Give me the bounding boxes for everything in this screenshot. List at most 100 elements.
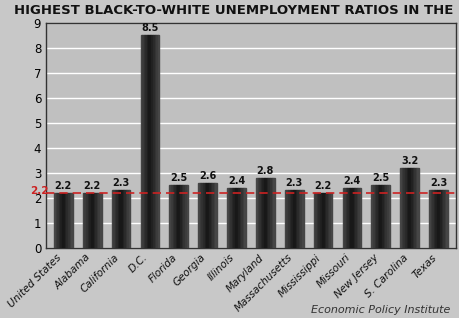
Text: 2.8: 2.8	[256, 166, 274, 176]
Bar	[265, 177, 266, 247]
Bar	[94, 192, 95, 247]
Bar	[407, 168, 409, 247]
Bar	[209, 183, 210, 247]
Bar	[215, 183, 217, 247]
Bar	[63, 192, 65, 247]
Bar	[266, 177, 268, 247]
Bar	[358, 188, 359, 247]
Bar	[236, 188, 238, 247]
Bar	[60, 192, 62, 247]
Bar	[329, 192, 330, 247]
Bar	[442, 190, 444, 247]
Bar	[97, 192, 98, 247]
Bar	[198, 183, 199, 247]
Bar	[356, 188, 358, 247]
Bar	[100, 192, 101, 247]
Bar	[84, 192, 86, 247]
Bar	[83, 192, 84, 247]
Bar	[431, 190, 433, 247]
Bar	[127, 190, 129, 247]
Bar	[313, 192, 314, 247]
Bar	[69, 192, 71, 247]
Bar	[146, 35, 148, 247]
Bar	[186, 185, 188, 247]
Bar	[262, 177, 263, 247]
Bar	[437, 190, 439, 247]
Bar	[140, 35, 142, 247]
Bar	[372, 185, 374, 247]
Bar	[404, 168, 406, 247]
Bar	[54, 192, 56, 247]
Bar	[244, 188, 246, 247]
Bar	[403, 168, 404, 247]
Bar	[150, 35, 151, 247]
Bar	[202, 183, 204, 247]
Bar	[359, 188, 360, 247]
Bar	[297, 190, 298, 247]
Bar	[439, 190, 441, 247]
Bar	[298, 190, 300, 247]
Bar	[257, 177, 258, 247]
Bar	[258, 177, 260, 247]
Bar	[295, 190, 297, 247]
Bar	[153, 35, 154, 247]
Bar	[169, 185, 171, 247]
Bar	[112, 190, 113, 247]
Bar	[123, 190, 124, 247]
Bar	[151, 35, 153, 247]
Bar	[95, 192, 97, 247]
Bar	[235, 188, 236, 247]
Bar	[273, 177, 274, 247]
Bar	[89, 192, 90, 247]
Bar	[294, 190, 295, 247]
Text: 3.2: 3.2	[400, 156, 417, 166]
Bar	[183, 185, 185, 247]
Text: 2.4: 2.4	[227, 176, 245, 185]
Bar	[354, 188, 356, 247]
Bar	[428, 190, 430, 247]
Bar	[143, 35, 145, 247]
Bar	[287, 190, 289, 247]
Text: 2.2: 2.2	[55, 181, 72, 190]
Text: Economic Policy Institute: Economic Policy Institute	[311, 305, 450, 315]
Bar	[255, 177, 257, 247]
Bar	[180, 185, 181, 247]
Bar	[260, 177, 262, 247]
Bar	[284, 190, 286, 247]
Bar	[370, 185, 372, 247]
Bar	[377, 185, 378, 247]
Bar	[71, 192, 73, 247]
Bar	[386, 185, 388, 247]
Bar	[318, 192, 319, 247]
Bar	[325, 192, 327, 247]
Bar	[441, 190, 442, 247]
Bar	[291, 190, 292, 247]
Bar	[86, 192, 87, 247]
Bar	[388, 185, 389, 247]
Bar	[417, 168, 418, 247]
Bar	[436, 190, 437, 247]
Bar	[268, 177, 269, 247]
Bar	[385, 185, 386, 247]
Bar	[90, 192, 92, 247]
Bar	[316, 192, 318, 247]
Bar	[330, 192, 332, 247]
Bar	[124, 190, 125, 247]
Bar	[286, 190, 287, 247]
Bar	[233, 188, 235, 247]
Text: 2.2: 2.2	[314, 181, 331, 190]
Bar	[374, 185, 375, 247]
Bar	[239, 188, 241, 247]
Bar	[185, 185, 186, 247]
Bar	[375, 185, 377, 247]
Text: 2.5: 2.5	[170, 173, 187, 183]
Bar	[343, 188, 345, 247]
Bar	[113, 190, 115, 247]
Bar	[353, 188, 354, 247]
Text: 2.3: 2.3	[112, 178, 129, 188]
Bar	[433, 190, 435, 247]
Bar	[401, 168, 403, 247]
Bar	[201, 183, 202, 247]
Bar	[207, 183, 209, 247]
Bar	[445, 190, 447, 247]
